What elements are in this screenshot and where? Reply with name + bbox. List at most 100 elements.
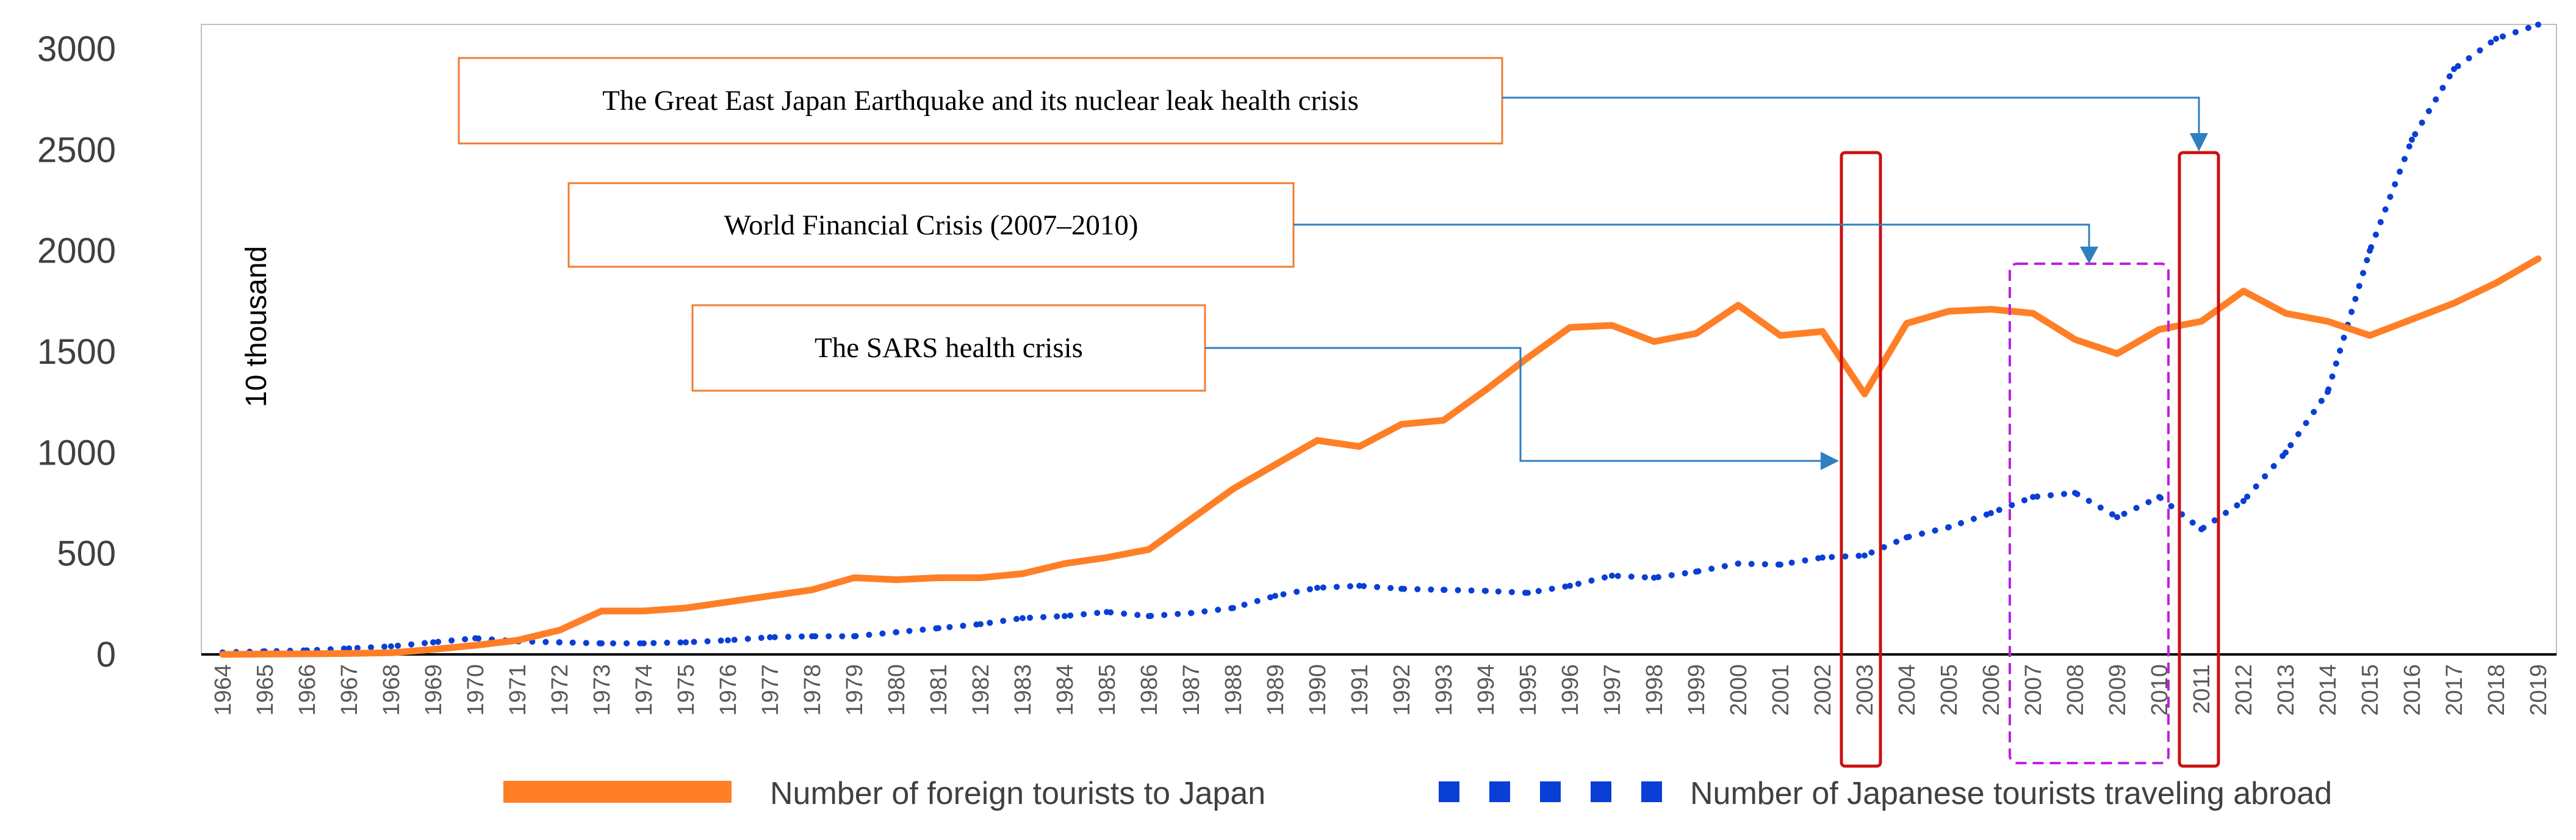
- x-tick-label: 1999: [1684, 664, 1710, 716]
- data-point-foreign-2018: [2495, 282, 2497, 284]
- x-tick-label: 1991: [1347, 664, 1373, 716]
- sars-annotation-text: The SARS health crisis: [815, 332, 1083, 364]
- x-tick-label: 2005: [1937, 664, 1962, 716]
- earthquake-annotation-text: The Great East Japan Earthquake and its …: [602, 85, 1359, 117]
- data-point-japanese-2013: [2283, 449, 2289, 456]
- data-point-foreign-2004: [1906, 322, 1907, 324]
- data-point-foreign-2001: [1780, 335, 1781, 336]
- y-tick-label: 500: [57, 534, 116, 574]
- data-point-foreign-2003: [1864, 393, 1865, 395]
- data-point-japanese-1996: [1567, 582, 1573, 589]
- x-tick-label: 2002: [1810, 664, 1836, 716]
- sars-annotation-box: [691, 304, 1206, 392]
- x-tick-label: 1978: [800, 664, 826, 716]
- data-point-foreign-2010: [2159, 328, 2160, 330]
- data-point-japanese-2019: [2535, 21, 2541, 28]
- x-tick-label: 1988: [1221, 664, 1247, 716]
- x-tick-label: 1970: [463, 664, 489, 716]
- data-point-japanese-1978: [809, 633, 815, 640]
- x-tick-label: 1971: [505, 664, 531, 716]
- data-point-foreign-1993: [1443, 419, 1444, 421]
- data-point-foreign-2007: [2032, 313, 2034, 314]
- x-tick-label: 1998: [1642, 664, 1668, 716]
- x-tick-label: 2019: [2526, 664, 2552, 716]
- data-point-foreign-2016: [2411, 319, 2412, 320]
- earthquake-annotation-box: [458, 57, 1503, 145]
- x-tick-label: 1985: [1095, 664, 1120, 716]
- data-point-japanese-1972: [556, 639, 563, 646]
- data-point-foreign-1967: [348, 653, 350, 654]
- data-point-japanese-1990: [1314, 584, 1320, 591]
- data-point-foreign-2012: [2243, 290, 2244, 292]
- y-axis-label: 10 thousand: [240, 246, 273, 407]
- x-tick-label: 1986: [1137, 664, 1162, 716]
- legend: Number of foreign tourists to Japan Numb…: [503, 776, 2332, 811]
- data-point-foreign-1989: [1275, 464, 1276, 466]
- data-point-japanese-1984: [1062, 613, 1068, 620]
- data-point-japanese-1980: [893, 629, 899, 635]
- x-tick-label: 2003: [1852, 664, 1878, 716]
- data-point-foreign-1992: [1401, 424, 1402, 425]
- data-point-japanese-2005: [1946, 524, 1952, 530]
- data-point-foreign-2015: [2369, 335, 2370, 336]
- x-tick-label: 1979: [842, 664, 868, 716]
- data-point-foreign-1971: [517, 639, 518, 641]
- data-point-foreign-1973: [601, 610, 602, 612]
- data-point-japanese-1994: [1483, 587, 1489, 594]
- data-point-japanese-1974: [641, 640, 647, 646]
- data-point-japanese-2001: [1777, 561, 1783, 568]
- earthquake-arrowhead: [2190, 133, 2208, 151]
- x-tick-label: 2000: [1726, 664, 1752, 716]
- data-point-japanese-2014: [2325, 389, 2331, 396]
- data-point-foreign-2000: [1738, 304, 1739, 306]
- data-point-foreign-2005: [1948, 310, 1949, 312]
- data-point-japanese-1989: [1272, 593, 1278, 599]
- data-point-japanese-1979: [851, 633, 857, 640]
- data-point-foreign-1975: [685, 607, 686, 609]
- data-point-foreign-1970: [475, 645, 476, 646]
- data-point-foreign-1990: [1317, 440, 1318, 441]
- series-line-foreign-tourists: [219, 255, 2542, 658]
- x-tick-label: 1964: [210, 664, 236, 716]
- data-point-foreign-1995: [1527, 357, 1528, 358]
- x-ticks: 1964 1965 1966 1967 1968 1969 1970 1971 1972 1973…: [210, 664, 2552, 716]
- data-point-foreign-1969: [433, 648, 434, 650]
- x-tick-label: 1995: [1516, 664, 1541, 716]
- data-point-japanese-1970: [472, 635, 478, 642]
- data-point-foreign-2019: [2538, 258, 2539, 259]
- x-tick-label: 2017: [2442, 664, 2467, 716]
- x-tick-label: 1983: [1010, 664, 1036, 716]
- x-tick-label: 2015: [2358, 664, 2383, 716]
- data-point-japanese-1969: [430, 639, 436, 646]
- data-point-japanese-2007: [2030, 494, 2036, 501]
- data-point-japanese-2004: [1904, 534, 1910, 541]
- data-point-foreign-2013: [2285, 313, 2286, 314]
- data-point-japanese-2015: [2367, 247, 2373, 254]
- data-point-japanese-2018: [2493, 35, 2499, 42]
- x-tick-label: 1997: [1600, 664, 1625, 716]
- data-point-foreign-1982: [980, 577, 981, 579]
- financial-crisis-annotation-text: World Financial Crisis (2007–2010): [724, 209, 1139, 241]
- data-point-foreign-1979: [854, 577, 855, 579]
- x-tick-label: 1987: [1179, 664, 1204, 716]
- data-point-japanese-1992: [1398, 585, 1405, 592]
- data-point-foreign-1986: [1148, 549, 1149, 551]
- x-tick-label: 1989: [1263, 664, 1289, 716]
- x-tick-label: 1981: [926, 664, 952, 716]
- data-point-japanese-2010: [2156, 494, 2162, 501]
- data-point-foreign-1964: [222, 654, 223, 655]
- data-point-japanese-2006: [1988, 510, 1994, 516]
- x-tick-label: 2004: [1894, 664, 1920, 716]
- data-point-japanese-1983: [1020, 615, 1026, 621]
- data-point-japanese-1967: [346, 645, 352, 652]
- data-point-japanese-2002: [1819, 554, 1826, 561]
- data-point-foreign-1984: [1064, 563, 1065, 565]
- data-point-foreign-1998: [1653, 341, 1655, 342]
- data-point-foreign-1980: [896, 579, 897, 581]
- data-point-foreign-2014: [2327, 320, 2328, 322]
- data-point-foreign-1965: [264, 653, 265, 655]
- y-ticks: 0 500 1000 1500 2000 2500 3000: [37, 29, 116, 675]
- data-point-foreign-1985: [1106, 557, 1107, 559]
